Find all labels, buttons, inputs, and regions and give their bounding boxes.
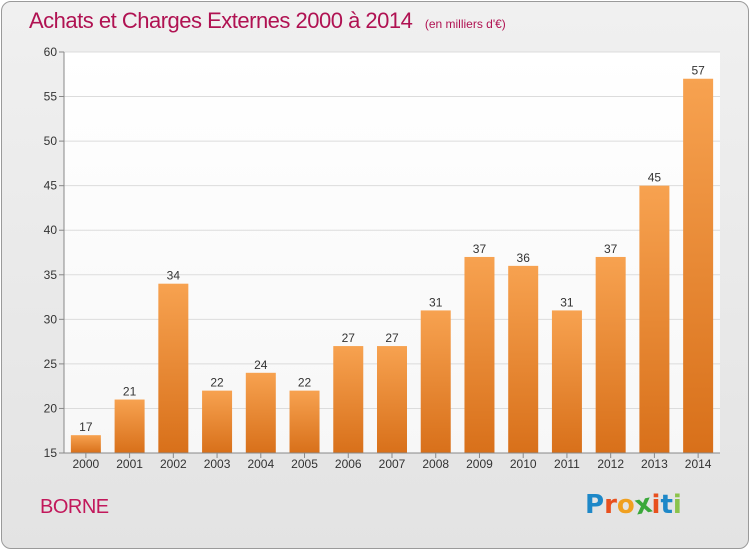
bar	[333, 346, 364, 453]
bar-value-label: 22	[210, 376, 224, 390]
bar	[420, 310, 451, 453]
y-tick-label: 25	[44, 357, 58, 371]
bar-value-label: 27	[342, 331, 356, 345]
x-tick-label: 2004	[247, 457, 274, 471]
x-tick-label: 2009	[466, 457, 493, 471]
chart-title: Achats et Charges Externes 2000 à 2014	[29, 8, 413, 33]
x-tick-label: 2010	[510, 457, 537, 471]
x-tick-label: 2003	[204, 457, 231, 471]
y-tick-label: 45	[44, 179, 58, 193]
bar	[158, 283, 189, 453]
x-tick-label: 2008	[422, 457, 449, 471]
bar	[683, 78, 714, 453]
brand-letter: i	[672, 490, 682, 520]
bar	[464, 256, 495, 453]
brand-letter: P	[585, 490, 605, 520]
brand-letter: i	[651, 490, 661, 520]
x-tick-label: 2014	[685, 457, 712, 471]
x-tick-label: 2006	[335, 457, 362, 471]
labels: 15 20 25 30 35 40 45 50 55 60 17 2000 21 2001 34 2002 22…	[44, 45, 712, 471]
chart-unit: (en milliers d'€)	[424, 17, 506, 31]
bar	[114, 399, 145, 453]
x-tick-label: 2013	[641, 457, 668, 471]
bar	[202, 390, 233, 453]
bar-value-label: 22	[298, 376, 312, 390]
bar-value-label: 37	[473, 242, 487, 256]
bar	[70, 435, 101, 453]
bars	[70, 78, 714, 453]
bar-value-label: 57	[691, 64, 705, 78]
axes	[59, 51, 720, 458]
brand-logo: Proxiti	[585, 489, 682, 522]
y-tick-label: 40	[44, 223, 58, 237]
bar	[245, 372, 276, 453]
x-tick-label: 2011	[554, 457, 580, 471]
bar-value-label: 21	[123, 385, 137, 399]
y-tick-label: 35	[44, 268, 58, 282]
bar	[639, 185, 670, 453]
x-tick-label: 2005	[291, 457, 318, 471]
y-tick-label: 50	[44, 134, 58, 148]
bar-value-label: 45	[648, 171, 662, 185]
bar	[595, 256, 626, 453]
bar-value-label: 31	[429, 295, 443, 309]
y-tick-label: 15	[44, 446, 58, 460]
commune-name: BORNE	[40, 496, 109, 518]
bar	[551, 310, 582, 453]
y-tick-label: 55	[44, 90, 58, 104]
x-tick-label: 2000	[73, 457, 100, 471]
bar	[289, 390, 320, 453]
bar-value-label: 17	[79, 420, 93, 434]
x-tick-label: 2012	[597, 457, 624, 471]
x-tick-label: 2007	[379, 457, 406, 471]
bar-value-label: 37	[604, 242, 618, 256]
brand-letter: t	[660, 490, 673, 520]
bar-value-label: 36	[517, 251, 531, 265]
bar-value-label: 24	[254, 358, 268, 372]
x-tick-label: 2002	[160, 457, 187, 471]
y-tick-label: 20	[44, 401, 58, 415]
y-tick-label: 30	[44, 312, 58, 326]
bar-value-label: 31	[560, 295, 574, 309]
bar	[377, 346, 407, 453]
title-row: Achats et Charges Externes 2000 à 2014 (…	[29, 8, 506, 34]
y-tick-label: 60	[44, 45, 58, 59]
bar-value-label: 27	[385, 331, 399, 345]
bar-value-label: 34	[167, 269, 181, 283]
x-tick-label: 2001	[116, 457, 143, 471]
brand-letter: r	[604, 490, 617, 520]
brand-letter: o	[616, 490, 635, 520]
bar	[508, 265, 539, 453]
